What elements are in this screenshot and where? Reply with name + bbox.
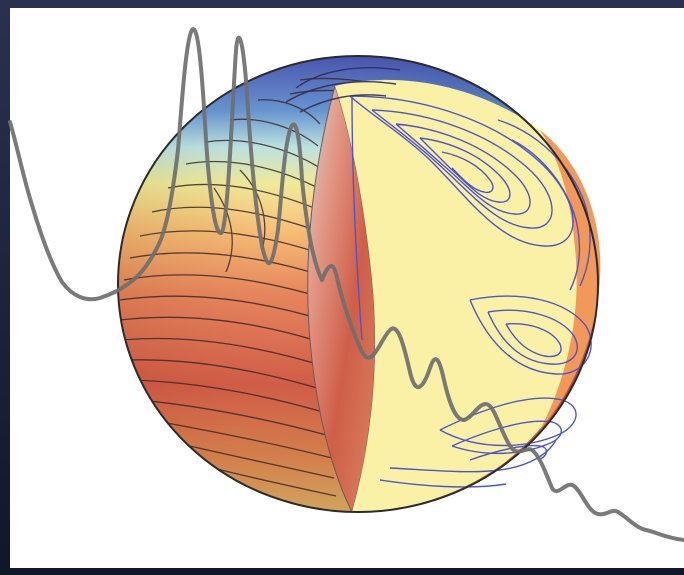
sphere-outline: [117, 55, 599, 513]
spectrum-curve-icon: [8, 27, 684, 542]
interior-streamlines: [349, 95, 592, 488]
interior-face: [335, 79, 601, 513]
polar-streamlines: [285, 67, 401, 113]
sphere-icon: [117, 55, 601, 514]
